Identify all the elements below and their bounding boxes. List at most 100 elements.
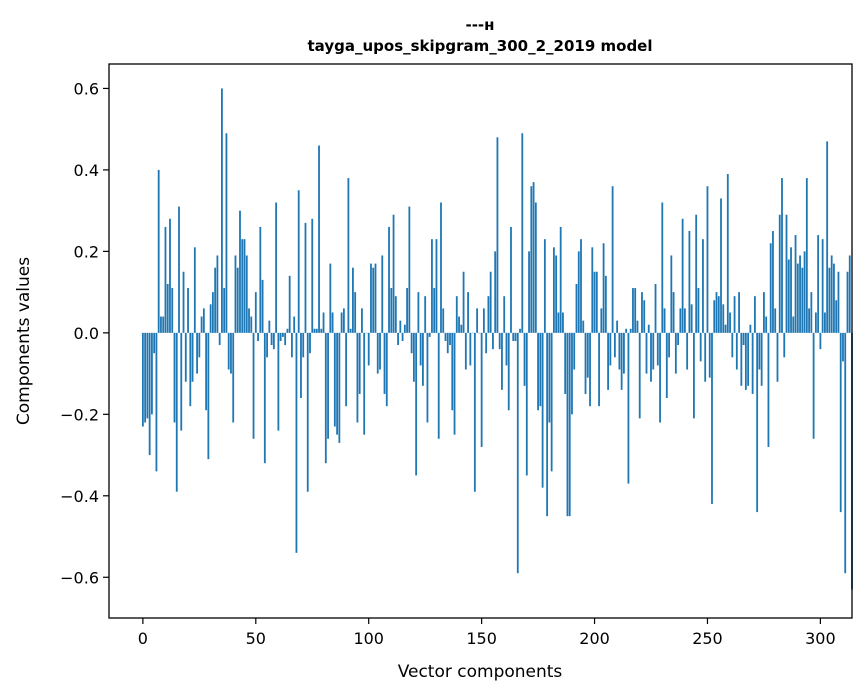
bar-42 [236, 267, 239, 333]
bar-153 [487, 296, 490, 333]
bar-215 [627, 332, 630, 484]
bar-8 [160, 316, 162, 333]
bar-81 [324, 332, 327, 464]
bar-244 [693, 332, 695, 419]
bar-165 [514, 332, 517, 341]
bar-233 [668, 332, 670, 358]
bar-298 [814, 312, 817, 333]
bar-254 [715, 292, 718, 333]
bar-285 [785, 214, 788, 333]
bar-104 [376, 332, 379, 374]
bar-59 [275, 202, 278, 333]
bar-18 [182, 271, 185, 333]
bar-221 [641, 292, 643, 333]
bar-259 [726, 173, 729, 333]
x-tick-label-200: 200 [579, 629, 610, 648]
bar-24 [196, 332, 198, 374]
bar-80 [322, 312, 325, 333]
bar-160 [503, 296, 506, 333]
bar-113 [397, 332, 399, 346]
bar-175 [537, 332, 539, 411]
bar-291 [799, 255, 801, 333]
bar-195 [582, 320, 585, 333]
bar-56 [268, 320, 271, 333]
bar-257 [722, 304, 725, 333]
bar-53 [261, 279, 264, 333]
bar-107 [383, 332, 386, 394]
bar-75 [311, 218, 314, 333]
bar-76 [313, 328, 316, 333]
bar-95 [356, 332, 359, 423]
bar-294 [805, 178, 808, 333]
bar-176 [539, 332, 542, 407]
bar-148 [476, 308, 479, 333]
bar-41 [234, 255, 237, 333]
bar-86 [336, 332, 338, 435]
bar-88 [340, 312, 343, 333]
bar-253 [713, 300, 716, 333]
bar-252 [711, 332, 713, 504]
bar-271 [753, 296, 756, 333]
bar-96 [358, 332, 361, 394]
bar-151 [482, 308, 485, 333]
plot-area-frame [108, 63, 853, 619]
bar-192 [575, 283, 578, 333]
bar-241 [686, 332, 689, 370]
bar-137 [451, 332, 454, 411]
bar-51 [257, 332, 259, 341]
bar-251 [708, 332, 711, 378]
chart-title-line-1: ---н [465, 16, 494, 34]
bar-98 [363, 332, 366, 435]
bar-226 [652, 332, 655, 370]
bar-296 [810, 292, 813, 333]
bar-12 [169, 218, 171, 333]
bar-256 [720, 198, 722, 333]
bar-33 [216, 255, 219, 333]
bar-299 [817, 235, 820, 333]
bar-136 [449, 332, 451, 346]
bar-108 [385, 332, 388, 407]
bar-36 [223, 288, 226, 333]
bar-66 [291, 332, 293, 358]
bar-262 [733, 296, 736, 333]
y-tick-label-5: 0.4 [74, 161, 99, 180]
bar-210 [616, 320, 619, 333]
bar-30 [209, 304, 212, 333]
bar-172 [530, 186, 533, 333]
bar-260 [729, 312, 731, 333]
bar-97 [361, 308, 363, 333]
bar-184 [557, 312, 560, 333]
bar-290 [796, 263, 799, 333]
bar-288 [792, 316, 795, 333]
bar-247 [699, 332, 702, 362]
bar-123 [419, 332, 422, 366]
bar-83 [329, 263, 332, 333]
bar-235 [672, 292, 675, 333]
bar-74 [309, 332, 311, 354]
bar-140 [458, 316, 460, 333]
bar-306 [833, 263, 835, 333]
bar-45 [243, 239, 246, 333]
bar-309 [839, 332, 842, 513]
bar-57 [270, 332, 273, 346]
bar-13 [171, 288, 174, 333]
bar-185 [559, 226, 562, 333]
bar-4 [151, 332, 153, 415]
bar-135 [446, 332, 449, 354]
bar-89 [342, 308, 345, 333]
bar-197 [586, 332, 589, 378]
x-tick-label-300: 300 [805, 629, 836, 648]
bar-170 [525, 332, 528, 476]
bar-178 [543, 239, 546, 333]
bar-82 [327, 332, 329, 439]
bar-129 [433, 288, 436, 333]
bar-183 [555, 255, 558, 333]
bar-266 [742, 332, 745, 346]
bar-156 [494, 251, 497, 333]
bar-234 [670, 255, 673, 333]
bar-52 [259, 226, 262, 333]
bar-28 [205, 332, 208, 411]
bar-267 [744, 332, 747, 390]
bar-232 [665, 332, 668, 399]
bar-274 [760, 332, 763, 386]
